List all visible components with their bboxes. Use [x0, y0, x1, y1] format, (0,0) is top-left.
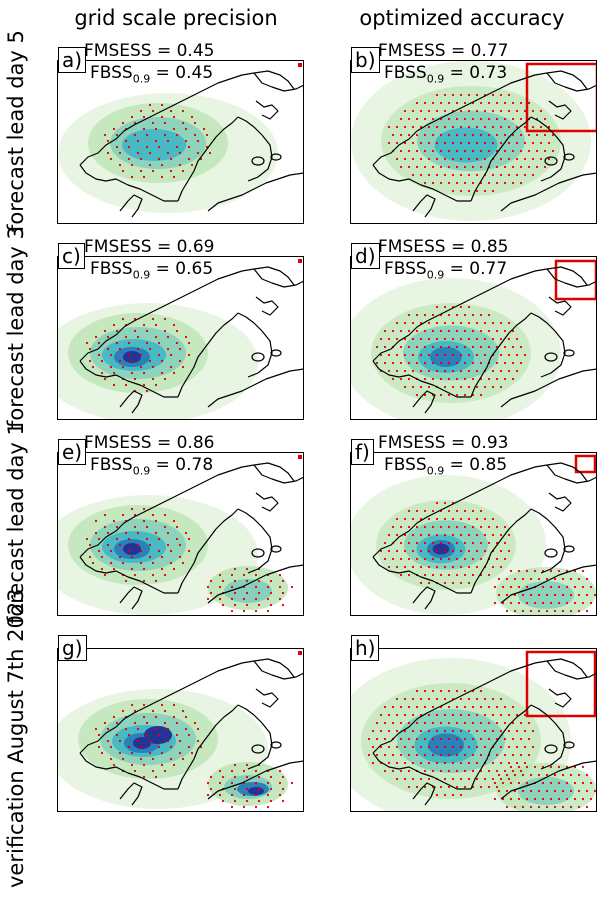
- significance-stipple: [367, 689, 535, 797]
- map-canvas: [58, 462, 303, 615]
- map-canvas: [58, 70, 303, 218]
- map-canvas: [58, 266, 303, 419]
- panel-label-f: f): [351, 439, 374, 465]
- column-title-right: optimized accuracy: [359, 6, 565, 30]
- panel-label-a: a): [58, 47, 87, 73]
- significance-stipple: [85, 317, 191, 393]
- window-marker-g: [298, 651, 302, 655]
- metric-fbss-f: FBSS0.9 = 0.85: [384, 455, 508, 478]
- optimal-window-box: [574, 454, 596, 474]
- panel-g: [57, 648, 304, 812]
- row-title-4: verification August 7th 2023: [4, 588, 28, 888]
- coastline: [79, 658, 303, 806]
- coastline: [372, 462, 596, 610]
- row-title-1: forecast lead day 5: [4, 30, 28, 232]
- metric-fbss-b: FBSS0.9 = 0.73: [384, 63, 508, 86]
- metric-fmsess-b: FMSESS = 0.77: [378, 41, 509, 61]
- metric-fmsess-c: FMSESS = 0.69: [84, 237, 215, 257]
- window-marker-c: [298, 259, 302, 263]
- significance-stipple: [94, 703, 203, 779]
- coastline: [79, 70, 303, 218]
- panel-label-b: b): [351, 47, 380, 73]
- panel-e: [57, 452, 304, 616]
- column-title-left: grid scale precision: [74, 6, 278, 30]
- significance-stipple: [103, 103, 212, 179]
- significance-stipple: [206, 567, 294, 613]
- panel-b: [350, 60, 597, 224]
- row-title-2: forecast lead day 3: [4, 226, 28, 428]
- metric-fmsess-f: FMSESS = 0.93: [378, 433, 509, 453]
- map-canvas: [58, 658, 303, 809]
- panel-label-d: d): [351, 243, 380, 269]
- coastline: [79, 462, 303, 610]
- window-marker-a: [298, 63, 302, 67]
- optimal-window-box: [554, 259, 596, 301]
- metric-fmsess-d: FMSESS = 0.85: [378, 237, 509, 257]
- panel-a: [57, 60, 304, 224]
- metric-fmsess-a: FMSESS = 0.45: [84, 41, 215, 61]
- metric-fbss-e: FBSS0.9 = 0.78: [90, 455, 214, 478]
- metric-fbss-d: FBSS0.9 = 0.77: [384, 259, 508, 282]
- panel-h: [350, 648, 597, 812]
- panel-c: [57, 256, 304, 420]
- panel-label-g: g): [58, 635, 87, 661]
- significance-stipple: [85, 507, 191, 583]
- optimal-window-box: [525, 650, 596, 718]
- map-canvas: [351, 61, 596, 221]
- significance-stipple: [379, 501, 511, 585]
- window-marker-e: [298, 455, 302, 459]
- metric-fbss-c: FBSS0.9 = 0.65: [90, 259, 214, 282]
- significance-stipple: [206, 763, 294, 809]
- coastline: [79, 266, 303, 414]
- metric-fmsess-e: FMSESS = 0.86: [84, 433, 215, 453]
- coastline: [372, 658, 596, 806]
- panel-d: [350, 256, 597, 420]
- panel-label-e: e): [58, 439, 87, 465]
- panel-f: [350, 452, 597, 616]
- significance-stipple: [493, 569, 596, 613]
- map-canvas: [351, 454, 596, 615]
- panel-label-h: h): [351, 635, 380, 661]
- map-canvas: [351, 259, 596, 419]
- metric-fbss-a: FBSS0.9 = 0.45: [90, 63, 214, 86]
- optimal-window-box: [525, 62, 596, 133]
- panel-label-c: c): [58, 243, 85, 269]
- coastline: [372, 70, 596, 218]
- coastline: [372, 266, 596, 414]
- map-canvas: [351, 650, 596, 811]
